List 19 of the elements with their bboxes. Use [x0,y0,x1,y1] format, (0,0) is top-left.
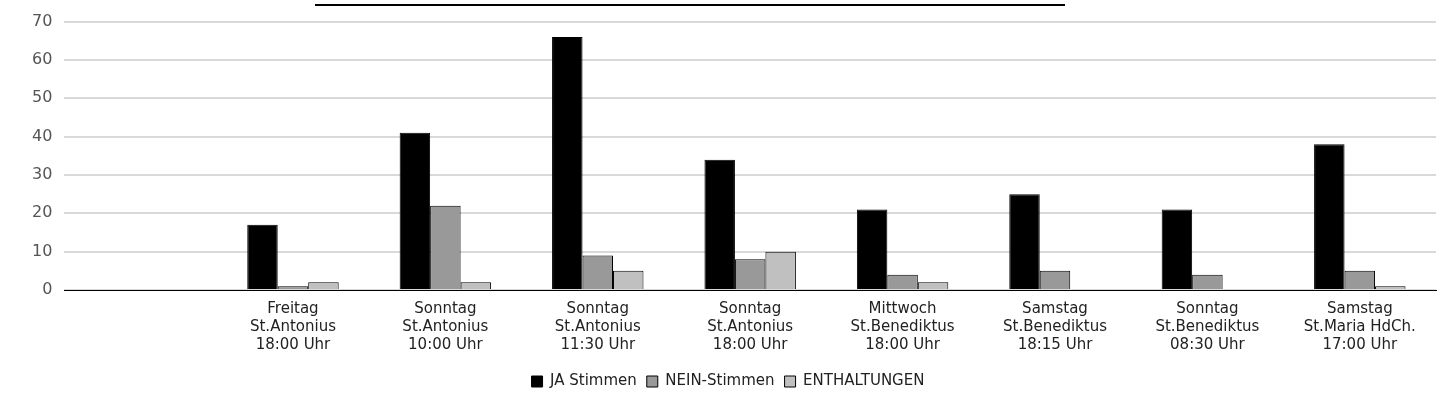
x-tick-label: Samstag St.Maria HdCh. 17:00 Uhr [1303,298,1416,353]
legend-label: JA Stimmen [549,371,637,390]
y-tick-label: 40 [32,125,53,145]
x-tick-label: Sonntag St.Antonius 11:30 Uhr [554,298,641,353]
legend-label: NEIN-Stimmen [665,371,775,390]
y-tick-label: 10 [32,240,53,260]
x-tick-label: Samstag St.Benediktus 18:15 Uhr [1002,298,1108,353]
x-tick-label: Freitag St.Antonius 18:00 Uhr [249,298,337,353]
legend-label: ENTHALTUNGEN [803,371,925,390]
y-tick-label: 60 [32,49,53,69]
x-tick-label: Sonntag St.Benediktus 08:30 Uhr [1155,298,1260,353]
x-tick-label: Mittwoch St.Benediktus 18:00 Uhr [850,298,955,353]
x-tick-label: Sonntag St.Antonius 10:00 Uhr [402,298,489,353]
x-tick-label: Sonntag St.Antonius 18:00 Uhr [707,298,794,353]
y-tick-label: 70 [32,10,53,30]
y-tick-label: 0 [42,279,53,299]
y-tick-label: 30 [32,164,53,184]
y-tick-label: 20 [32,202,53,222]
y-tick-label: 50 [32,87,53,107]
